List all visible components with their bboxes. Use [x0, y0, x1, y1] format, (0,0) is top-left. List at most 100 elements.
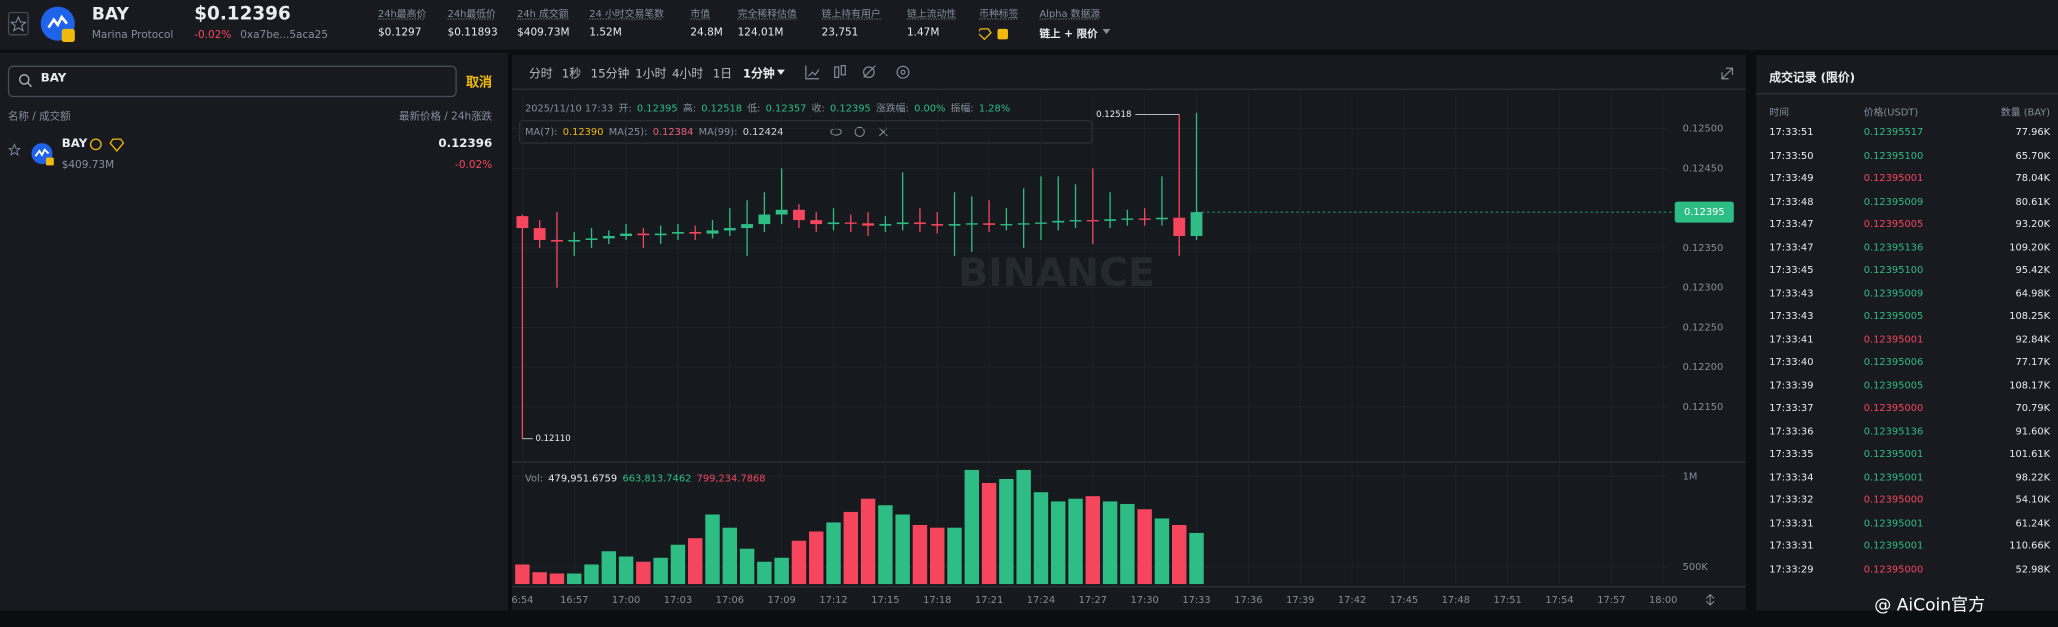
volume-bar: [895, 514, 910, 585]
timeframe-button[interactable]: 4小时: [672, 68, 704, 82]
trade-time: 17:33:47: [1769, 217, 1814, 230]
trade-price: 0.12395001: [1863, 332, 1924, 345]
trade-amount: 110.66K: [2009, 539, 2051, 552]
stat-label: 币种标签: [979, 7, 1019, 20]
stat-value: $0.1297: [378, 26, 422, 39]
trade-time: 17:33:50: [1769, 148, 1814, 161]
candle-body: [1035, 222, 1047, 224]
market-row[interactable]: BAY $409.73M 0.12396 -0.02%: [0, 131, 508, 176]
candle-body: [689, 232, 702, 234]
toolbar-icons[interactable]: [777, 65, 1734, 80]
volume-bar: [912, 524, 928, 585]
volume-bar: [567, 573, 582, 585]
x-tick-label: 17:24: [1027, 595, 1055, 606]
x-tick-label: 17:42: [1338, 595, 1366, 606]
last-price-label: 0.12395: [1684, 207, 1725, 218]
volume-bar: [999, 478, 1014, 585]
y-tick-label: 0.12200: [1683, 362, 1724, 373]
volume-bar: [1085, 496, 1101, 585]
ma-legend: MA(7): 0.12390 MA(25): 0.12384 MA(99): 0.1242…: [525, 126, 789, 138]
x-tick-label: 17:36: [1234, 595, 1262, 606]
cancel-button[interactable]: 取消: [465, 76, 493, 91]
trade-time: 17:33:48: [1769, 194, 1814, 207]
timeframe-button[interactable]: 1秒: [561, 68, 582, 82]
volume-bar: [1172, 524, 1187, 585]
search-box[interactable]: BAY: [7, 65, 457, 98]
trade-time: 17:33:32: [1769, 493, 1814, 506]
dropdown-caret[interactable]: [1102, 28, 1111, 36]
candle-body: [568, 239, 581, 242]
timeframe-button[interactable]: 1小时: [635, 68, 667, 82]
stat-label: 24h最高价: [378, 7, 427, 20]
candle-body: [793, 209, 805, 221]
candle-body: [758, 214, 771, 225]
ohlc-label: 振幅:: [950, 102, 974, 115]
candle-body: [914, 222, 926, 225]
x-tick-label: 17:57: [1597, 595, 1625, 606]
candle-body: [1017, 223, 1030, 225]
candle-body: [706, 230, 719, 234]
volume-label: Vol:: [525, 472, 544, 485]
x-tick-label: 17:51: [1493, 595, 1521, 606]
volume-tick-label: 500K: [1683, 562, 1709, 573]
trades-panel: 成交记录 (限价) 时间 价格(USDT) 数量 (BAY) 17:33:51 0…: [1756, 55, 2058, 611]
candle-body: [1000, 224, 1013, 226]
trade-time: 17:33:36: [1769, 424, 1814, 437]
favorite-star[interactable]: [7, 11, 29, 36]
candle-body: [1190, 212, 1203, 236]
timeframe-button[interactable]: 15分钟: [590, 68, 630, 82]
candle-body: [844, 222, 857, 224]
candle-body: [827, 222, 840, 225]
sidebar: BAY 取消 名称 / 成交额 最新价格 / 24h涨跌 BAY $409.73…: [0, 52, 508, 611]
volume-bar: [705, 514, 720, 585]
x-tick-label: 17:21: [975, 595, 1003, 606]
candle-body: [1173, 217, 1186, 236]
volume-bar: [947, 527, 962, 585]
timeframe-button[interactable]: 1日: [712, 68, 733, 82]
ohlc-time: 2025/11/10 17:33: [525, 102, 614, 115]
trade-price: 0.12395001: [1863, 516, 1924, 529]
volume-bar: [1068, 498, 1083, 585]
candle-body: [1156, 217, 1168, 220]
candle-body: [672, 232, 684, 234]
volume-bar: [860, 498, 876, 585]
search-icon: [19, 74, 32, 88]
volume-bar: [1189, 532, 1204, 585]
stat-label: Alpha 数据源: [1039, 7, 1101, 20]
ohlc-label: 低:: [747, 102, 761, 115]
timeframe-button[interactable]: 1分钟: [742, 68, 775, 82]
axis-toggle[interactable]: [1705, 593, 1715, 606]
trade-amount: 101.61K: [2009, 447, 2051, 460]
ohlc-label: 涨跌幅:: [875, 102, 909, 115]
volume-bar: [843, 511, 859, 585]
tag-icon: [997, 28, 1008, 40]
candle-body: [1052, 220, 1065, 223]
source-watermark: @ AiCoin官方: [1874, 595, 1986, 616]
volume-legend-value: 799,234.7868: [696, 472, 766, 485]
annotation-label: 0.12518: [1096, 110, 1131, 120]
ma-label: MA(7):: [525, 126, 558, 138]
ohlc-value: 0.12518: [701, 102, 742, 115]
x-tick-label: 17:30: [1130, 595, 1158, 606]
x-tick-label: 17:12: [819, 595, 847, 606]
token-address[interactable]: 0xa7be...5aca25: [240, 28, 329, 41]
trade-price: 0.12395001: [1863, 539, 1924, 552]
trade-price: 0.12395006: [1863, 355, 1924, 368]
candle-body: [1104, 219, 1116, 221]
candle-body: [533, 228, 546, 240]
trade-price: 0.12395005: [1863, 378, 1924, 391]
search-text: BAY: [40, 72, 67, 86]
row-volume: $409.73M: [61, 158, 115, 171]
candle-body: [862, 223, 874, 226]
trade-price: 0.12395005: [1863, 217, 1924, 230]
trade-amount: 54.10K: [2015, 493, 2051, 506]
volume-bar: [1120, 503, 1135, 585]
x-tick-label: 16:57: [560, 595, 588, 606]
trades-column: 价格(USDT): [1863, 106, 1919, 119]
x-tick-label: 17:15: [871, 595, 899, 606]
ma-label: MA(25):: [608, 126, 648, 138]
timeframe-button[interactable]: 分时: [528, 68, 553, 82]
y-tick-label: 0.12250: [1683, 322, 1724, 333]
